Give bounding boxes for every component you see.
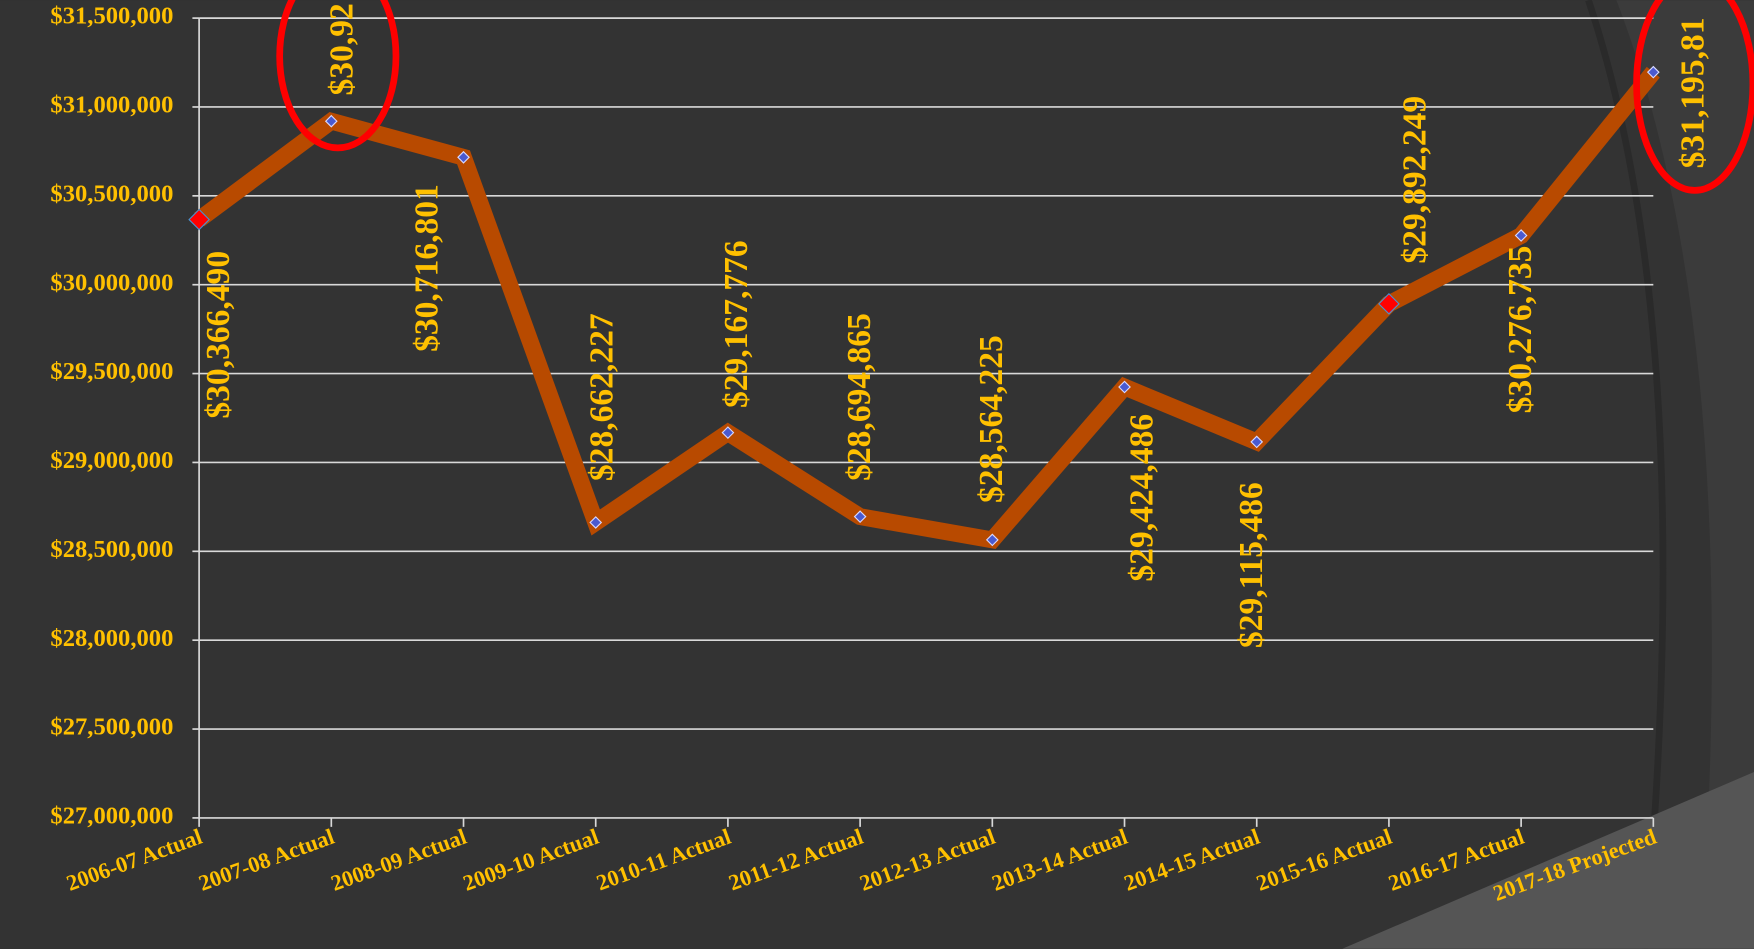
data-point bbox=[721, 426, 735, 440]
data-label: $28,564,225 bbox=[973, 335, 1010, 503]
y-tick-label: $28,500,000 bbox=[50, 536, 173, 563]
data-label: $30,716,801 bbox=[409, 184, 446, 352]
data-point bbox=[985, 533, 999, 547]
data-point bbox=[1118, 380, 1131, 394]
highlight-ellipse bbox=[276, 0, 400, 152]
data-label: $31,195,81 bbox=[1675, 17, 1712, 168]
data-point bbox=[589, 516, 603, 529]
data-point bbox=[1250, 435, 1264, 449]
data-point bbox=[853, 510, 867, 524]
y-tick-label: $30,500,000 bbox=[50, 180, 173, 207]
y-tick-label: $29,000,000 bbox=[50, 447, 173, 474]
data-point bbox=[1646, 65, 1660, 79]
data-label: $30,366,490 bbox=[200, 251, 237, 419]
y-tick-label: $29,500,000 bbox=[50, 358, 173, 385]
decor-band bbox=[1616, 0, 1754, 949]
y-tick-label: $30,000,000 bbox=[50, 269, 173, 296]
data-label: $30,92 bbox=[323, 3, 360, 95]
y-tick-label: $28,000,000 bbox=[50, 625, 173, 652]
data-label: $29,115,486 bbox=[1233, 482, 1270, 648]
data-point bbox=[1514, 229, 1528, 242]
decor-corner bbox=[1342, 772, 1754, 949]
y-tick-label: $27,500,000 bbox=[50, 714, 173, 741]
data-point bbox=[188, 208, 210, 231]
data-point bbox=[324, 114, 338, 128]
data-point bbox=[1378, 293, 1400, 315]
data-line bbox=[194, 66, 1660, 549]
y-tick-label: $31,500,000 bbox=[50, 3, 173, 30]
data-label: $29,167,776 bbox=[718, 240, 755, 408]
data-label: $30,276,735 bbox=[1502, 246, 1539, 414]
data-label: $29,892,249 bbox=[1397, 96, 1434, 264]
y-tick-label: $31,000,000 bbox=[50, 92, 173, 119]
y-tick-label: $27,000,000 bbox=[50, 803, 173, 830]
data-point bbox=[457, 150, 470, 164]
data-label: $28,662,227 bbox=[583, 313, 620, 481]
data-label: $28,694,865 bbox=[841, 313, 878, 481]
highlight-ellipse bbox=[1633, 0, 1754, 194]
data-label: $29,424,486 bbox=[1123, 414, 1160, 582]
